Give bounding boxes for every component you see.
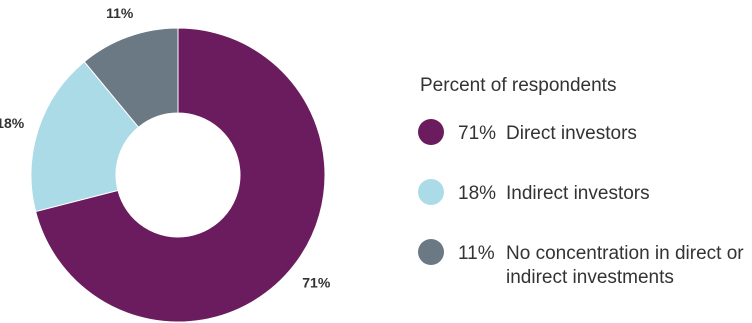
legend: Percent of respondents 71% Direct investo… — [418, 75, 744, 288]
slice-label-1: 71% — [302, 274, 331, 290]
legend-title: Percent of respondents — [420, 75, 616, 96]
legend-value-1: 71% — [458, 123, 496, 144]
donut-slice-2 — [30, 61, 140, 213]
legend-swatch-2 — [418, 179, 444, 205]
donut-slice-3 — [83, 27, 179, 128]
donut-slices — [30, 27, 326, 323]
legend-label-1-line-1: Direct investors — [506, 123, 637, 144]
slice-labels: 71% 18% 11% — [0, 5, 331, 290]
legend-label-3-line-1: No concentration in direct or — [506, 243, 744, 264]
slice-label-2: 18% — [0, 115, 25, 131]
legend-swatch-1 — [418, 119, 444, 145]
legend-swatch-3 — [418, 239, 444, 265]
legend-label-3-line-2: indirect investments — [506, 267, 674, 288]
slice-label-3: 11% — [106, 5, 134, 21]
donut-slice-1 — [35, 27, 326, 323]
legend-value-3: 11% — [458, 243, 495, 264]
legend-label-2-line-1: Indirect investors — [506, 183, 650, 204]
legend-value-2: 18% — [458, 183, 496, 204]
